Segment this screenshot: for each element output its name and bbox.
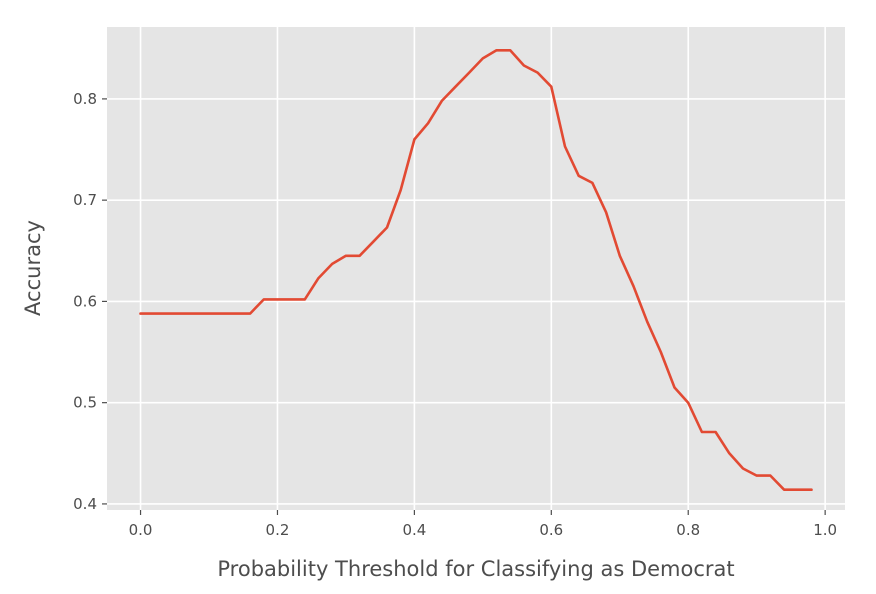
y-axis-label: Accuracy bbox=[21, 220, 45, 316]
accuracy-series-line bbox=[139, 48, 813, 492]
axis-ticks: 0.0 0.2 0.4 0.6 0.8 1.0 0.4 0.5 0.6 0.7 0.8 bbox=[73, 90, 837, 539]
plot-area bbox=[107, 27, 845, 510]
x-axis-label: Probability Threshold for Classifying as… bbox=[217, 557, 734, 581]
y-tick-label: 0.8 bbox=[73, 90, 97, 108]
x-tick-label: 0.6 bbox=[539, 521, 563, 539]
y-tick-label: 0.6 bbox=[73, 292, 97, 310]
x-tick-label: 0.8 bbox=[676, 521, 700, 539]
x-tick-label: 0.2 bbox=[266, 521, 290, 539]
y-tick-label: 0.5 bbox=[73, 394, 97, 412]
grid bbox=[107, 27, 845, 510]
y-tick-label: 0.4 bbox=[73, 495, 97, 513]
x-tick-label: 0.0 bbox=[129, 521, 153, 539]
x-tick-label: 0.4 bbox=[402, 521, 426, 539]
y-tick-label: 0.7 bbox=[73, 191, 97, 209]
series-layer bbox=[139, 48, 813, 492]
x-tick-label: 1.0 bbox=[813, 521, 837, 539]
